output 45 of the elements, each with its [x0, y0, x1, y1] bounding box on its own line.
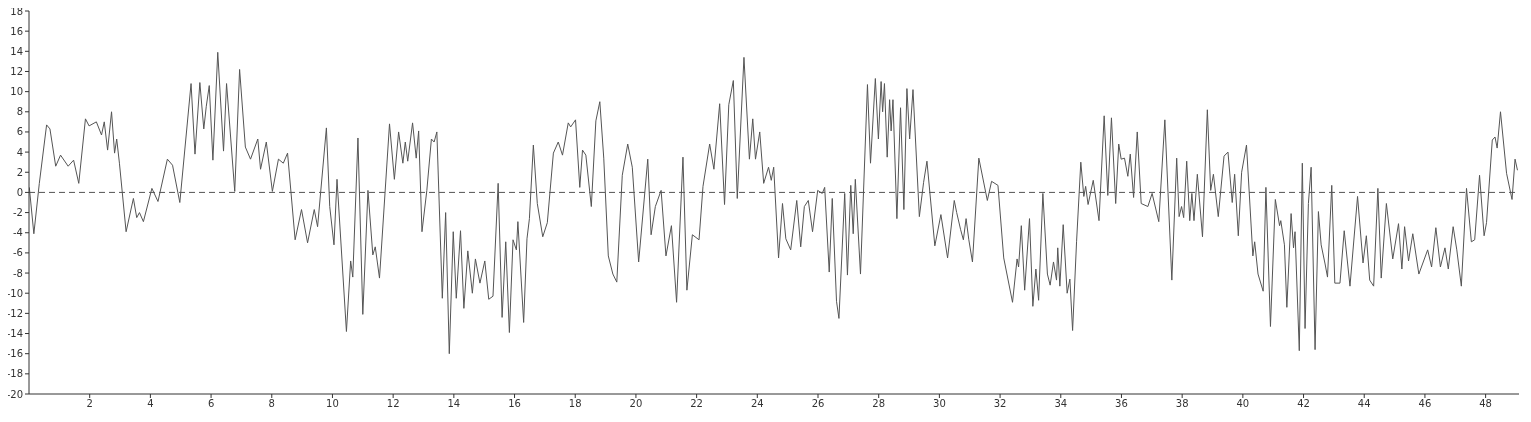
y-tick-label: -6: [13, 247, 23, 259]
x-tick-label: 2: [86, 398, 93, 410]
y-tick-label: 2: [16, 166, 23, 178]
y-tick-label: 16: [10, 25, 23, 37]
y-tick-label: 10: [10, 86, 23, 98]
x-tick-label: 18: [568, 398, 582, 410]
y-tick-label: 8: [16, 106, 23, 118]
y-tick-label: -16: [6, 348, 23, 360]
x-tick-label: 28: [872, 398, 886, 410]
x-tick-label: 6: [207, 398, 215, 410]
y-tick-label: -14: [6, 328, 23, 340]
x-tick-label: 34: [1054, 398, 1068, 410]
x-tick-label: 32: [993, 398, 1007, 410]
x-tick-label: 8: [268, 398, 275, 410]
x-tick-label: 44: [1357, 398, 1371, 410]
x-tick-label: 10: [326, 398, 339, 410]
y-tick-label: -12: [6, 307, 23, 319]
x-tick-label: 4: [147, 398, 154, 410]
x-tick-label: 40: [1236, 398, 1250, 410]
x-tick-label: 14: [447, 398, 461, 410]
x-tick-label: 16: [508, 398, 521, 410]
y-tick-label: -8: [13, 267, 23, 279]
y-tick-label: -2: [13, 207, 23, 219]
x-tick-label: 30: [933, 398, 946, 410]
y-tick-label: 14: [10, 45, 23, 57]
y-tick-label: -4: [13, 227, 23, 239]
x-tick-label: 26: [811, 398, 825, 410]
x-tick-label: 24: [750, 398, 764, 410]
y-tick-label: 18: [10, 5, 23, 17]
line-series: [29, 51, 1518, 355]
y-tick-label: -18: [6, 368, 23, 380]
x-tick-label: 36: [1115, 398, 1128, 410]
x-tick-label: 38: [1175, 398, 1189, 410]
x-tick-label: 48: [1479, 398, 1492, 410]
y-tick-label: 0: [16, 186, 23, 198]
x-tick-label: 42: [1297, 398, 1310, 410]
x-tick-label: 46: [1418, 398, 1432, 410]
y-tick-label: 12: [10, 66, 23, 78]
x-tick-label: 12: [386, 398, 400, 410]
y-tick-label: -20: [6, 388, 23, 400]
x-tick-label: 20: [629, 398, 643, 410]
y-tick-label: 6: [16, 126, 23, 138]
y-tick-label: -10: [6, 287, 23, 299]
x-tick-label: 22: [690, 398, 703, 410]
y-tick-label: 4: [16, 146, 23, 158]
